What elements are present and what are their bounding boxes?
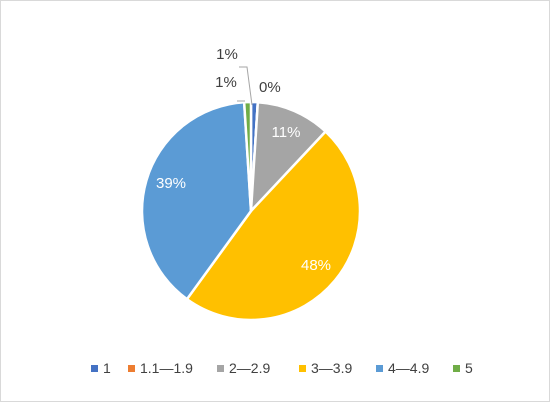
data-label-3-3-9: 48%: [301, 257, 331, 274]
legend-swatch-2-2-9: [217, 365, 224, 372]
legend-label-3-3-9: 3—3.9: [311, 360, 352, 376]
legend-swatch-3-3-9: [299, 365, 306, 372]
legend-label-5: 5: [465, 360, 473, 376]
leader-line-1: [239, 66, 253, 106]
legend-label-4-4-9: 4—4.9: [388, 360, 429, 376]
legend-item-2-2-9: 2—2.9: [217, 360, 270, 376]
legend: 1 1.1—1.9 2—2.9 3—3.9 4—4.9 5: [91, 360, 473, 376]
legend-swatch-4-4-9: [376, 365, 383, 372]
legend-label-2-2-9: 2—2.9: [229, 360, 270, 376]
legend-item-3-3-9: 3—3.9: [299, 360, 352, 376]
pie-slice-3-3-9: [185, 130, 362, 322]
data-label-2-2-9: 11%: [272, 124, 301, 141]
pie-slice-2-2-9: [249, 100, 327, 213]
pie-slice-4-4-9: [140, 100, 253, 301]
legend-label-1-1-1-9: 1.1—1.9: [140, 360, 193, 376]
legend-item-4-4-9: 4—4.9: [376, 360, 429, 376]
legend-item-1-1-1-9: 1.1—1.9: [128, 360, 193, 376]
data-label-1-1-1-9: 0%: [259, 79, 281, 96]
legend-swatch-5: [453, 365, 460, 372]
data-label-4-4-9: 39%: [156, 175, 186, 192]
legend-swatch-1: [91, 365, 98, 372]
legend-swatch-1-1-1-9: [128, 365, 135, 372]
legend-label-1: 1: [103, 360, 111, 376]
pie-slice-5: [242, 100, 253, 213]
data-label-5: 1%: [215, 74, 237, 91]
legend-item-5: 5: [453, 360, 473, 376]
data-label-1: 1%: [216, 46, 238, 63]
pie-slices: [140, 100, 362, 322]
legend-item-1: 1: [91, 360, 111, 376]
